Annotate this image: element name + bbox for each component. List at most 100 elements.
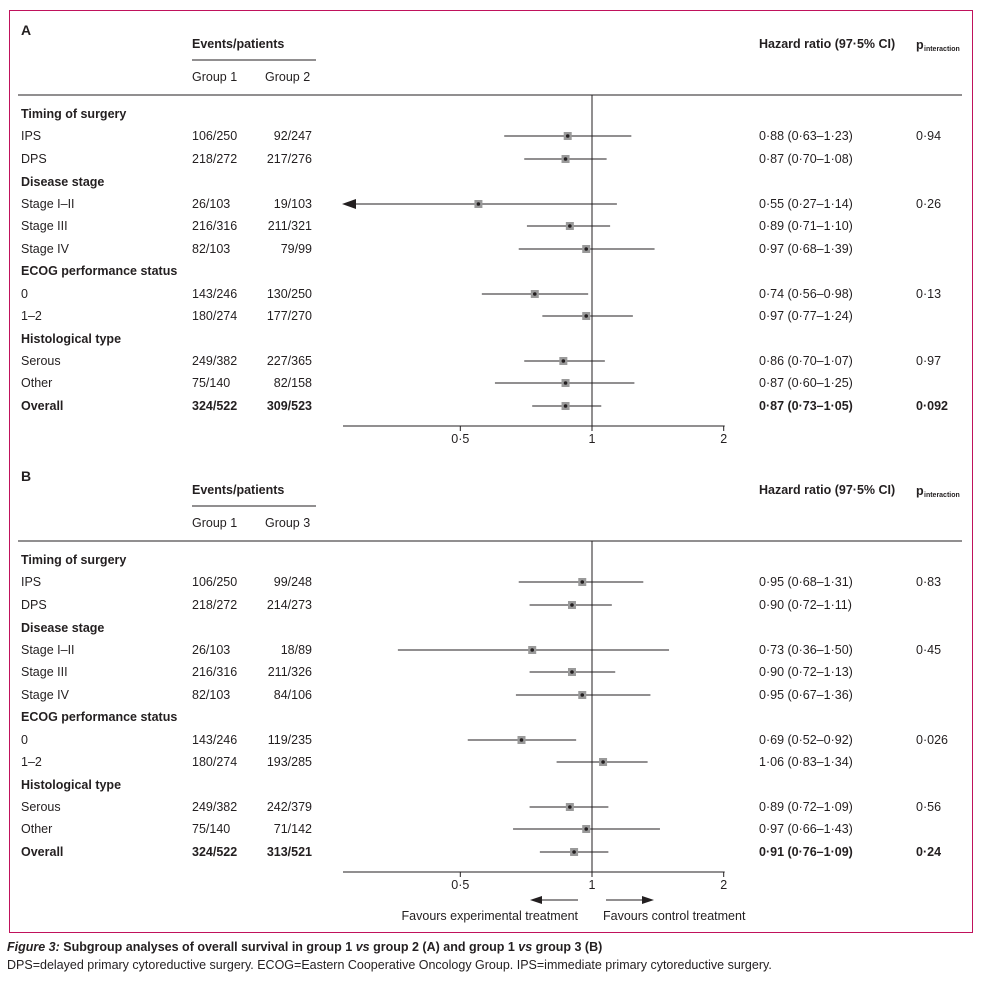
panel-b-row-1-hr-text: 0·95 (0·68–1·31) — [759, 575, 853, 589]
panel-b-row-5-hr-text: 0·90 (0·72–1·13) — [759, 665, 853, 679]
panel-b-row-2-label: DPS — [21, 598, 47, 612]
panel-b-group-a-header: Group 1 — [192, 516, 237, 530]
panel-a-row-4-label: Stage I–II — [21, 197, 75, 211]
panel-a-row-8-events-b: 130/250 — [267, 287, 312, 301]
panel-a-row-8-estimate-dot — [532, 292, 537, 296]
panel-b-p-interaction-subscript: interaction — [924, 492, 960, 499]
figure-label: Figure 3: — [7, 940, 60, 954]
panel-a-row-1-events-b: 92/247 — [274, 129, 312, 143]
panel-a-row-1-events-a: 106/250 — [192, 129, 237, 143]
panel-b-row-12-label: Other — [21, 822, 52, 836]
panel-a-row-8-events-a: 143/246 — [192, 287, 237, 301]
panel-b-row-2-estimate-dot — [570, 603, 574, 607]
caption-vs-2: vs — [518, 940, 533, 954]
panel-a-row-1-p-value: 0·94 — [916, 129, 941, 143]
panel-a-row-11-events-b: 227/365 — [267, 354, 312, 368]
panel-b-row-11-events-a: 249/382 — [192, 800, 237, 814]
panel-b-row-12-estimate-dot — [584, 827, 589, 831]
panel-b-favours-experimental: Favours experimental treatment — [402, 909, 579, 923]
panel-b-row-7-subgroup-heading: ECOG performance status — [21, 710, 177, 724]
panel-a-row-10-subgroup-heading: Histological type — [21, 332, 121, 346]
panel-b-tick-label-1: 1 — [589, 878, 596, 892]
panel-a-row-2-events-a: 218/272 — [192, 152, 237, 166]
panel-b-row-4-hr-text: 0·73 (0·36–1·50) — [759, 643, 853, 657]
panel-b-favours-control: Favours control treatment — [603, 909, 746, 923]
panel-b-row-6-label: Stage IV — [21, 688, 70, 702]
panel-b-row-1-events-b: 99/248 — [274, 575, 312, 589]
panel-b-favours-right-arrowhead — [642, 896, 654, 904]
panel-a-row-1-estimate-dot — [565, 134, 570, 138]
panel-a-row-11-estimate-dot — [561, 359, 566, 363]
panel-b-row-6-estimate-dot — [580, 693, 585, 697]
panel-a-row-5-events-a: 216/316 — [192, 219, 237, 233]
panel-b-row-10-subgroup-heading: Histological type — [21, 778, 121, 792]
panel-a-row-12-label: Other — [21, 376, 52, 390]
panel-a-row-2-label: DPS — [21, 152, 47, 166]
panel-a-row-5-estimate-dot — [568, 224, 572, 228]
panel-a-row-6-label: Stage IV — [21, 242, 70, 256]
panel-a-group-b-header: Group 2 — [265, 70, 310, 84]
panel-a-row-4-estimate-dot — [476, 202, 481, 206]
panel-a-row-8-label: 0 — [21, 287, 28, 301]
panel-a-row-11-hr-text: 0·86 (0·70–1·07) — [759, 354, 853, 368]
panel-a-row-2-estimate-dot — [563, 157, 568, 161]
caption-vs-1: vs — [355, 940, 370, 954]
panel-a-row-11-label: Serous — [21, 354, 61, 368]
panel-b-row-11-events-b: 242/379 — [267, 800, 312, 814]
panel-a-row-6-events-a: 82/103 — [192, 242, 230, 256]
panel-b-row-13-events-a: 324/522 — [192, 845, 237, 859]
figure-caption-abbreviations: DPS=delayed primary cytoreductive surger… — [7, 958, 772, 972]
panel-a-row-11-events-a: 249/382 — [192, 354, 237, 368]
panel-b-row-12-events-a: 75/140 — [192, 822, 230, 836]
panel-a-row-9-events-b: 177/270 — [267, 309, 312, 323]
panel-a-row-9-label: 1–2 — [21, 309, 42, 323]
panel-b-tick-label-0·5: 0·5 — [451, 878, 469, 892]
panel-b-row-4-events-b: 18/89 — [281, 643, 312, 657]
caption-title-part-2: group 2 (A) and group 1 — [369, 940, 519, 954]
panel-b-label: B — [21, 468, 31, 484]
panel-b-row-13-hr-text: 0·91 (0·76–1·09) — [759, 845, 853, 859]
panel-a-row-11-p-value: 0·97 — [916, 354, 941, 368]
panel-b-row-5-label: Stage III — [21, 665, 68, 679]
panel-b-row-6-events-b: 84/106 — [274, 688, 312, 702]
panel-b-tick-label-2: 2 — [720, 878, 727, 892]
panel-b-row-13-p-value: 0·24 — [916, 845, 941, 859]
panel-a-row-6-events-b: 79/99 — [281, 242, 312, 256]
panel-a-row-2-events-b: 217/276 — [267, 152, 312, 166]
panel-b-row-2-hr-text: 0·90 (0·72–1·11) — [759, 598, 852, 612]
panel-a-row-9-estimate-dot — [584, 314, 589, 318]
panel-a-row-12-events-b: 82/158 — [274, 376, 312, 390]
panel-b-row-9-label: 1–2 — [21, 755, 42, 769]
panel-a-row-4-p-value: 0·26 — [916, 197, 941, 211]
panel-a-row-9-events-a: 180/274 — [192, 309, 237, 323]
panel-a-row-8-hr-text: 0·74 (0·56–0·98) — [759, 287, 853, 301]
panel-a-row-0-subgroup-heading: Timing of surgery — [21, 107, 126, 121]
panel-b-row-8-estimate-dot — [519, 738, 524, 742]
panel-b-row-8-events-a: 143/246 — [192, 733, 237, 747]
panel-a-row-13-label: Overall — [21, 399, 63, 413]
panel-b-row-8-label: 0 — [21, 733, 28, 747]
panel-a-tick-label-2: 2 — [720, 432, 727, 446]
panel-a-row-9-hr-text: 0·97 (0·77–1·24) — [759, 309, 853, 323]
panel-a-row-4-events-b: 19/103 — [274, 197, 312, 211]
panel-b-favours-left-arrowhead — [530, 896, 542, 904]
panel-b-row-9-events-b: 193/285 — [267, 755, 312, 769]
panel-a-row-4-hr-text: 0·55 (0·27–1·14) — [759, 197, 853, 211]
panel-b-row-13-label: Overall — [21, 845, 63, 859]
panel-b-row-11-hr-text: 0·89 (0·72–1·09) — [759, 800, 853, 814]
panel-b-row-12-events-b: 71/142 — [274, 822, 312, 836]
panel-b-row-8-events-b: 119/235 — [268, 733, 312, 747]
panel-a-row-5-label: Stage III — [21, 219, 68, 233]
panel-b-row-2-events-b: 214/273 — [267, 598, 312, 612]
panel-a-row-1-label: IPS — [21, 129, 41, 143]
panel-b-group-b-header: Group 3 — [265, 516, 310, 530]
panel-b-row-5-events-b: 211/326 — [268, 665, 312, 679]
panel-a-row-13-hr-text: 0·87 (0·73–1·05) — [759, 399, 853, 413]
panel-b-row-9-estimate-dot — [601, 760, 605, 764]
panel-b-row-13-events-b: 313/521 — [267, 845, 312, 859]
panel-b-row-6-hr-text: 0·95 (0·67–1·36) — [759, 688, 853, 702]
panel-a-row-13-estimate-dot — [563, 404, 568, 408]
panel-b-row-9-events-a: 180/274 — [192, 755, 237, 769]
panel-a-row-12-events-a: 75/140 — [192, 376, 230, 390]
panel-a-row-13-events-a: 324/522 — [192, 399, 237, 413]
